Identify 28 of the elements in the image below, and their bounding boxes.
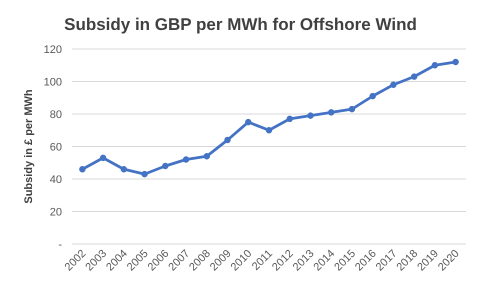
point bbox=[452, 58, 459, 66]
point bbox=[266, 127, 272, 134]
point bbox=[245, 118, 252, 126]
point bbox=[348, 106, 356, 112]
point bbox=[432, 62, 438, 68]
chart-title: Subsidy in GBP per MWh for Offshore Wind bbox=[64, 15, 417, 34]
point bbox=[286, 116, 293, 122]
point bbox=[204, 153, 210, 160]
point bbox=[120, 166, 128, 172]
y-tick-label: 120 bbox=[44, 44, 62, 56]
point bbox=[410, 73, 418, 80]
y-tick-label: 20 bbox=[50, 206, 62, 218]
point bbox=[141, 170, 148, 178]
point bbox=[224, 136, 231, 144]
y-tick-label: 40 bbox=[50, 174, 62, 186]
y-axis-title: Subsidy in £ per MWh bbox=[23, 89, 35, 204]
point bbox=[307, 112, 314, 119]
y-tick-label: 80 bbox=[50, 109, 62, 121]
point bbox=[182, 156, 190, 163]
point bbox=[390, 82, 397, 88]
point bbox=[369, 92, 376, 100]
point bbox=[162, 162, 169, 170]
point bbox=[79, 166, 86, 172]
y-tick-label: 60 bbox=[50, 142, 62, 154]
y-tick-label: - bbox=[58, 239, 62, 251]
point bbox=[328, 109, 334, 116]
y-tick-label: 100 bbox=[44, 76, 62, 88]
point bbox=[100, 154, 106, 162]
